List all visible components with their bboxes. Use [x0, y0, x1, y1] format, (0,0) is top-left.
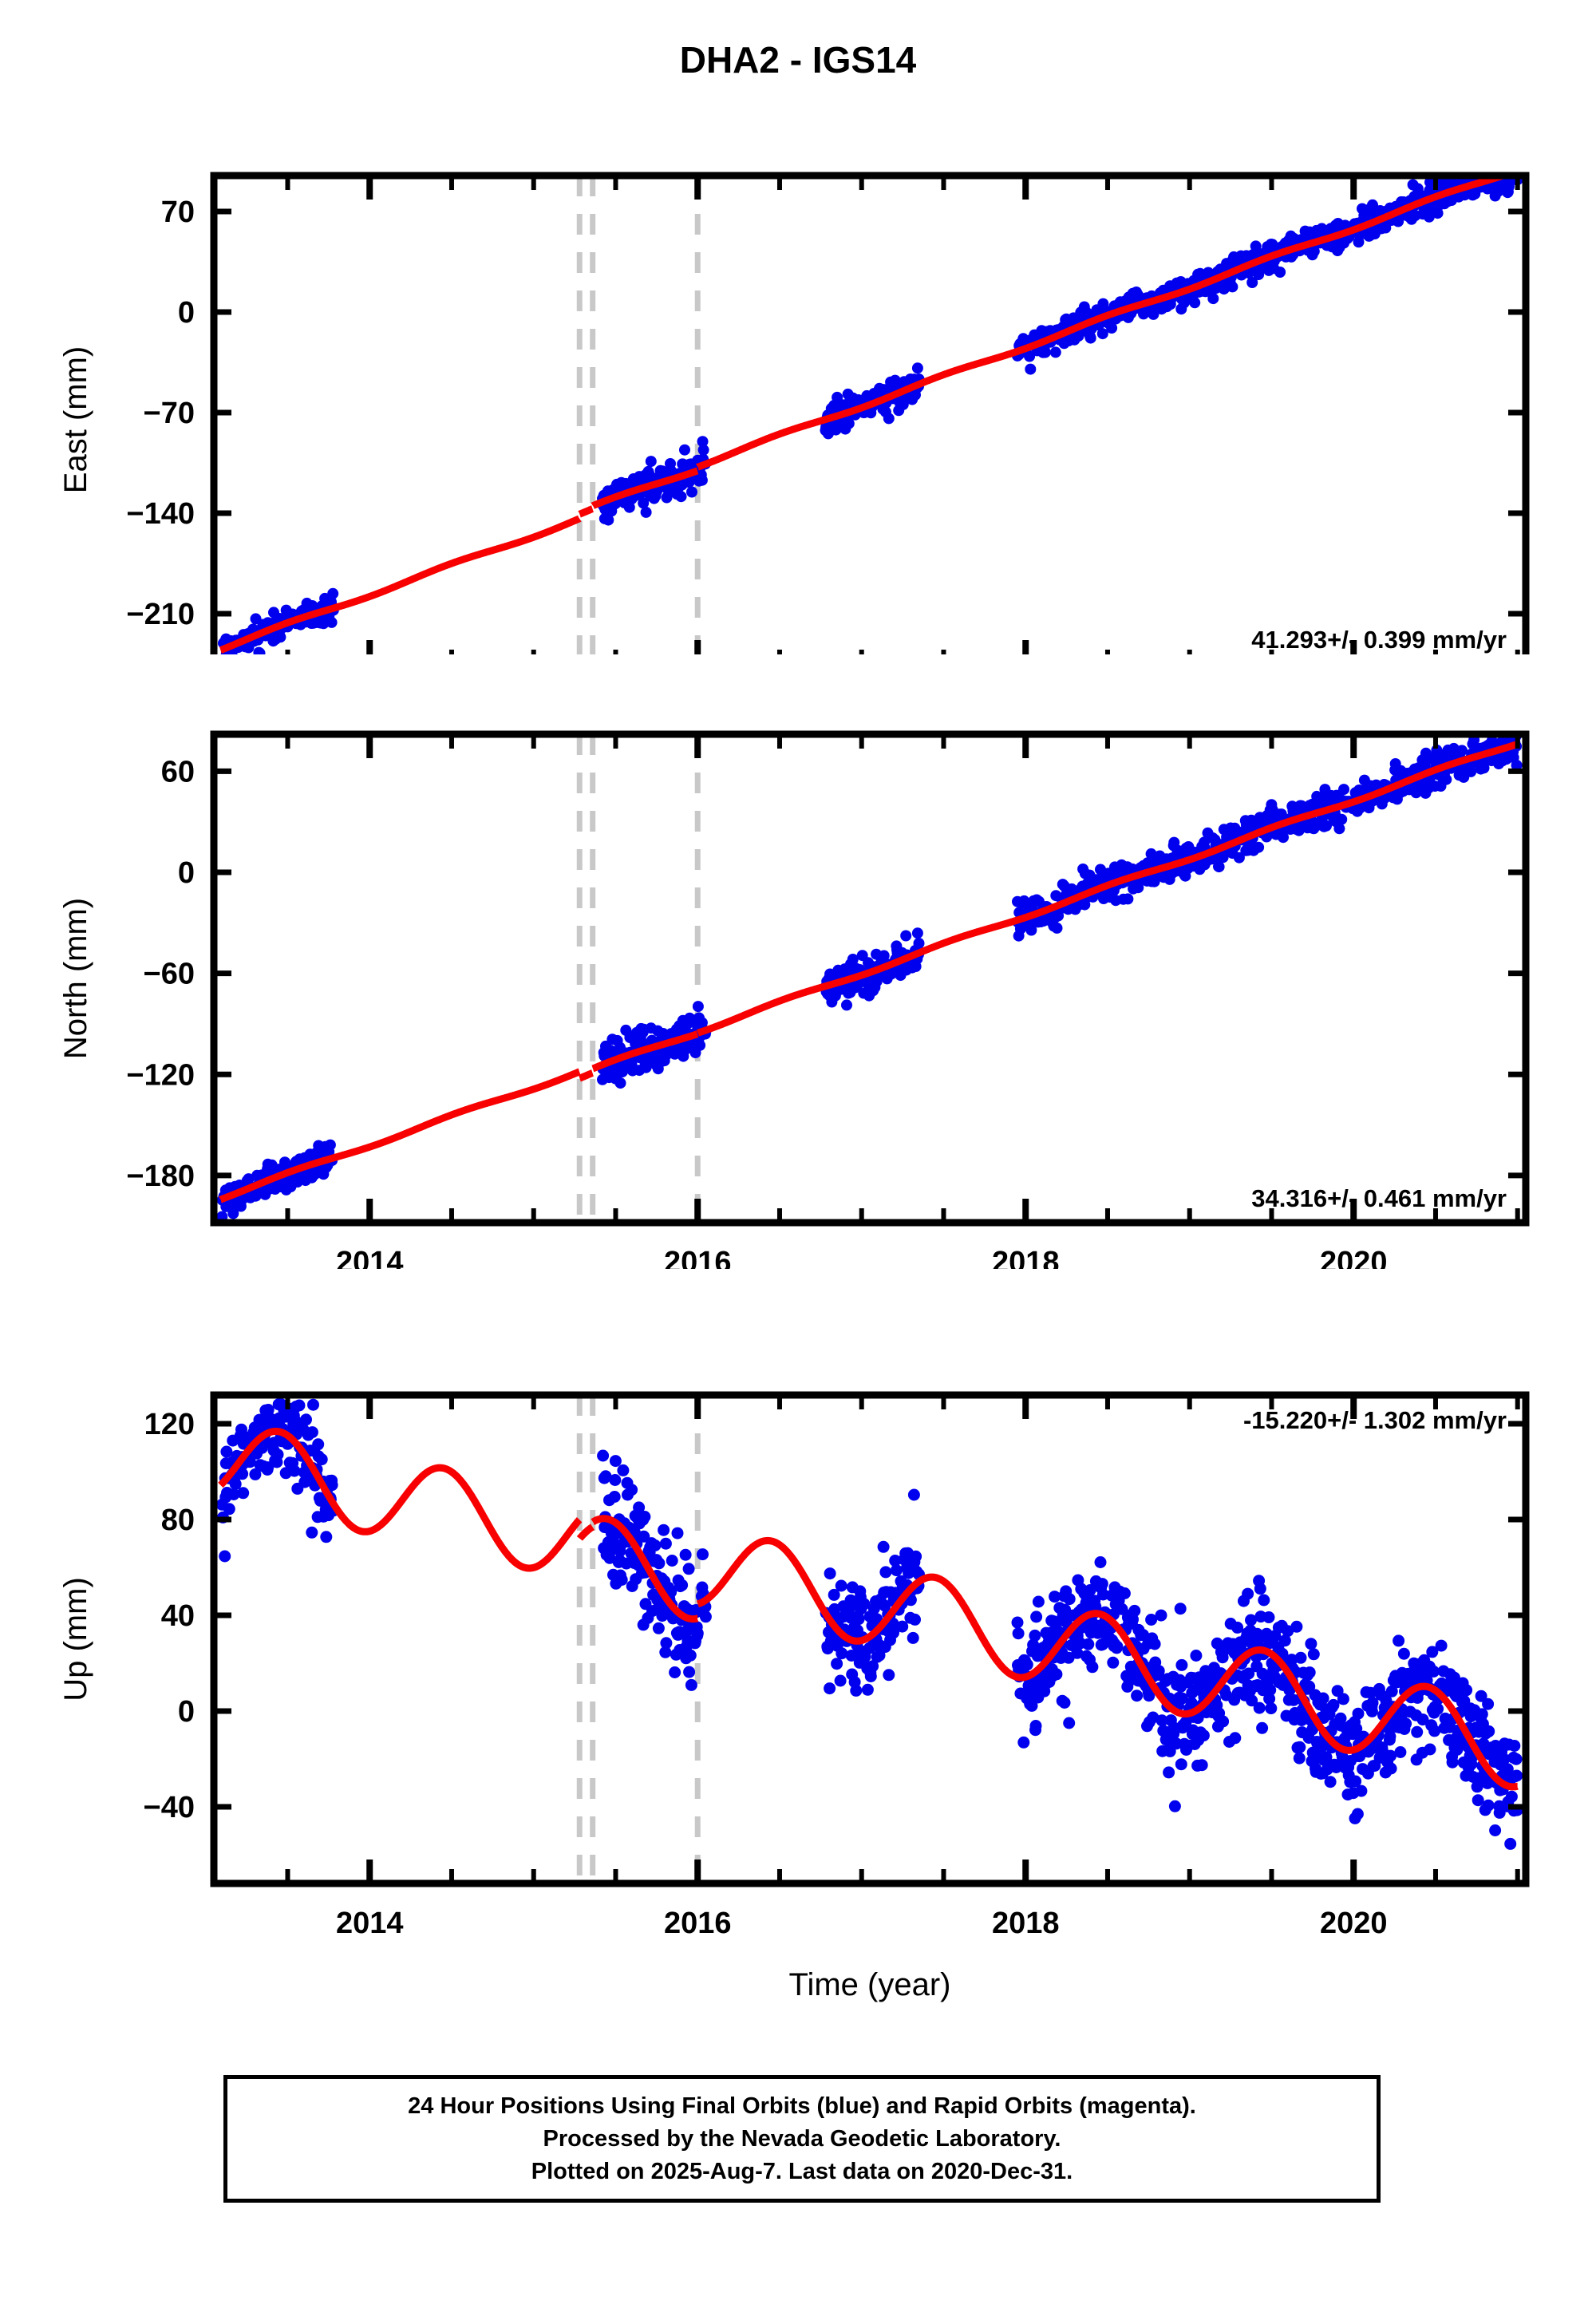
fit-line-segment: [217, 1428, 583, 1572]
plot-frame-east: [210, 172, 1530, 654]
x-axis-title: Time (year): [789, 1967, 951, 2002]
y-axis-title-up: Up (mm): [58, 1577, 93, 1701]
y-tick-label: 0: [178, 1695, 195, 1729]
rate-label-east: 41.293+/- 0.399 mm/yr: [1251, 626, 1507, 654]
y-tick-label: 80: [161, 1504, 195, 1537]
y-tick-label: −120: [126, 1058, 195, 1092]
fit-line-segment: [589, 1030, 701, 1073]
fit-line-segment: [217, 1068, 583, 1203]
x-tick-label: 2018: [992, 1907, 1060, 1940]
fit-line-segment: [694, 1536, 1521, 1791]
y-tick-label: −210: [126, 598, 195, 631]
caption-line-3: Plotted on 2025-Aug-7. Last data on 2020…: [531, 2159, 1073, 2185]
fit-line-segment: [217, 515, 583, 654]
fit-line-segment: [694, 741, 1521, 1037]
y-tick-label: 60: [161, 755, 195, 788]
panel-east: 700−70−140−2102014201620182020East (mm)4…: [0, 72, 1596, 654]
page-title: DHA2 - IGS14: [679, 39, 917, 81]
plot-content-up: [215, 1395, 1523, 1883]
plot-content-east: [217, 176, 1523, 654]
panel-up: 120 80 40 0 −40 2014 2016 2018 2020 Up (mm) -15.22…: [0, 1357, 1596, 2019]
chart-east: 700−70−140−2102014201620182020East (mm)4…: [58, 172, 1530, 654]
y-tick-label: −40: [144, 1791, 195, 1824]
caption-box: 24 Hour Positions Using Final Orbits (bl…: [223, 2075, 1381, 2203]
x-tick-label: 2016: [664, 1907, 732, 1940]
rate-label-up: -15.220+/- 1.302 mm/yr: [1243, 1406, 1507, 1434]
y-tick-label: −140: [126, 497, 195, 531]
x-tick-label: 2018: [992, 1246, 1060, 1269]
fit-line-segment: [589, 1515, 701, 1623]
chart-north: 60 0 −60 −120 −180 2014 2016 2018 2020 North (mm)…: [58, 730, 1530, 1269]
x-tick-label: 2014: [336, 1907, 404, 1940]
caption-line-2: Processed by the Nevada Geodetic Laborat…: [543, 2126, 1061, 2152]
x-tick-label: 2016: [664, 1246, 732, 1269]
fit-line-segment: [694, 176, 1515, 471]
caption-line-1: 24 Hour Positions Using Final Orbits (bl…: [408, 2093, 1196, 2119]
plot-frame-north: [210, 730, 1530, 1227]
plot-frame-up: [210, 1391, 1530, 1887]
y-tick-label: 0: [178, 296, 195, 330]
y-tick-label: 70: [161, 196, 195, 229]
y-tick-label: −60: [144, 958, 195, 991]
y-tick-label: −70: [144, 397, 195, 430]
rate-label-north: 34.316+/- 0.461 mm/yr: [1251, 1184, 1507, 1212]
fit-line-segment: [576, 1523, 596, 1542]
y-tick-label: 120: [144, 1408, 195, 1441]
y-tick-label: 40: [161, 1599, 195, 1633]
fit-line-segment: [576, 505, 596, 518]
fit-line-segment: [576, 1069, 596, 1082]
x-tick-label: 2020: [1320, 1246, 1388, 1269]
fit-line-segment: [589, 467, 701, 510]
y-tick-label: 0: [178, 856, 195, 890]
x-tick-label: 2014: [336, 1246, 404, 1269]
chart-up: 120 80 40 0 −40 2014 2016 2018 2020 Up (mm) -15.22…: [58, 1391, 1530, 2002]
y-tick-label: −180: [126, 1160, 195, 1193]
y-axis-title-north: North (mm): [58, 898, 93, 1059]
plot-content-north: [216, 734, 1523, 1223]
x-tick-label: 2020: [1320, 1907, 1388, 1940]
y-axis-title-east: East (mm): [58, 346, 93, 493]
panel-north: 60 0 −60 −120 −180 2014 2016 2018 2020 North (mm)…: [0, 686, 1596, 1269]
